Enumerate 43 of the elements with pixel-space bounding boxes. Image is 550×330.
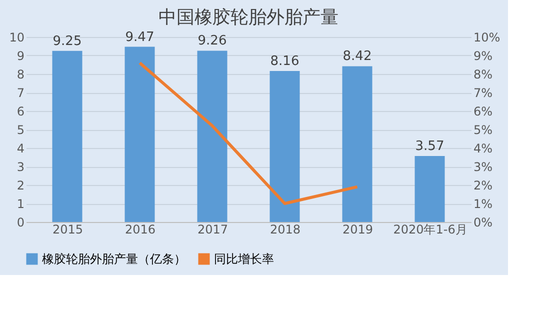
y-tick-label: 2: [16, 178, 24, 192]
bar: [52, 50, 82, 222]
bar: [270, 71, 300, 222]
y2-tick-label: 0%: [474, 216, 493, 230]
legend-label: 橡胶轮胎外胎产量（亿条）: [42, 252, 186, 266]
y2-tick-label: 3%: [474, 160, 493, 174]
y-tick-label: 9: [16, 49, 24, 63]
legend-label: 同比增长率: [214, 252, 274, 266]
data-label: 9.26: [198, 34, 227, 49]
y-tick-label: 10: [9, 30, 24, 44]
y2-tick-label: 1%: [474, 197, 493, 211]
y-tick-label: 7: [16, 86, 24, 100]
y-tick-label: 1: [16, 197, 24, 211]
y-tick-label: 0: [16, 216, 24, 230]
y2-tick-label: 9%: [474, 49, 493, 63]
x-tick-label: 2017: [197, 222, 228, 236]
y-tick-label: 6: [16, 104, 24, 118]
x-tick-label: 2018: [270, 222, 301, 236]
data-label: 3.57: [415, 138, 444, 154]
y2-tick-label: 6%: [474, 104, 493, 118]
y-tick-label: 8: [16, 68, 24, 82]
data-label: 8.16: [270, 54, 300, 70]
y2-tick-label: 5%: [474, 123, 493, 137]
y2-tick-label: 10%: [474, 30, 500, 44]
y2-tick-label: 2%: [474, 178, 493, 192]
bar: [414, 156, 445, 222]
y-tick-label: 5: [16, 123, 24, 137]
bar: [197, 50, 228, 222]
chart-title: 中国橡胶轮胎外胎产量: [158, 6, 338, 28]
y2-tick-label: 4%: [474, 142, 493, 156]
bar: [124, 46, 155, 222]
y2-tick-label: 8%: [474, 68, 493, 82]
x-tick-label: 2016: [124, 222, 156, 236]
x-tick-label: 2015: [52, 222, 84, 236]
y-tick-label: 4: [16, 142, 24, 156]
data-label: 8.42: [342, 49, 372, 64]
data-label: 9.25: [52, 34, 82, 49]
y-tick-label: 3: [16, 160, 24, 174]
x-tick-label: 2020年1-6月: [393, 222, 468, 236]
x-tick-label: 2019: [342, 222, 374, 236]
y2-tick-label: 7%: [474, 86, 493, 100]
bar: [342, 66, 372, 222]
data-label: 9.47: [125, 30, 154, 45]
